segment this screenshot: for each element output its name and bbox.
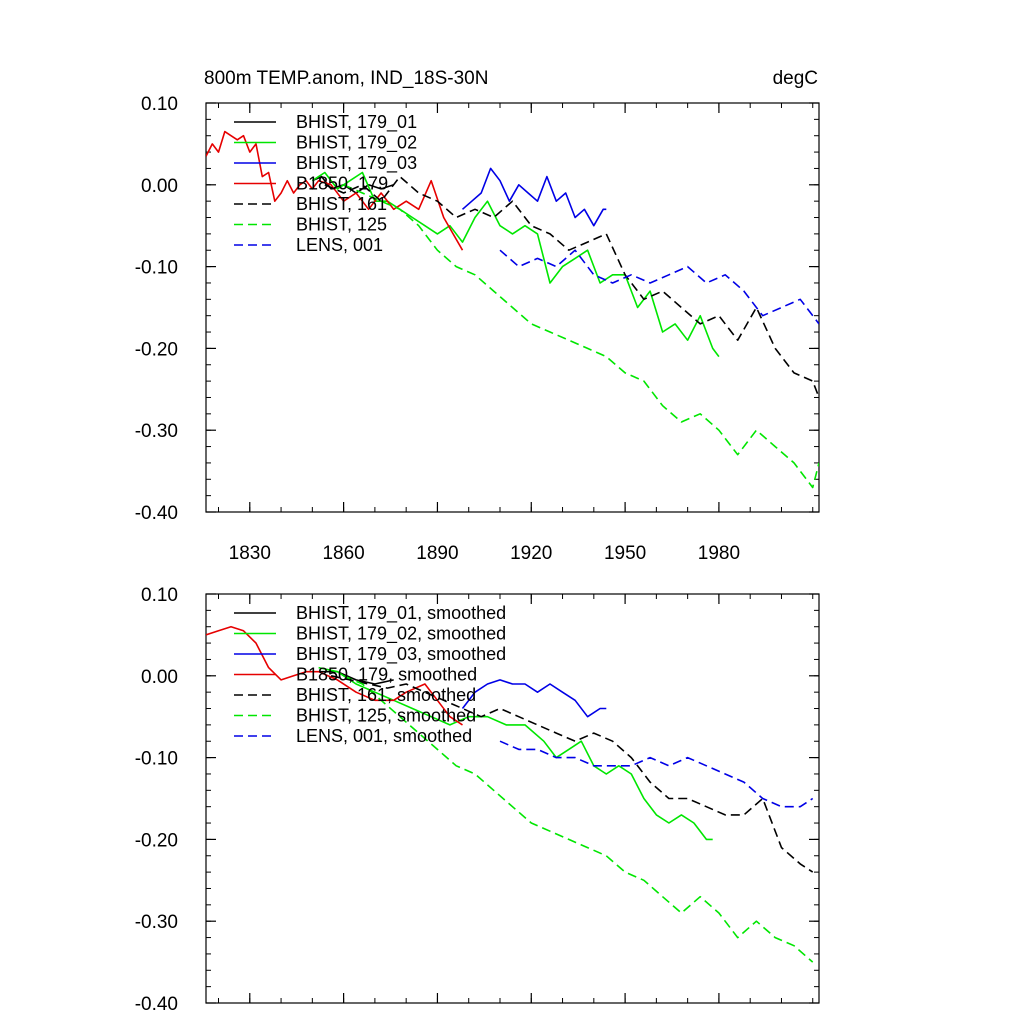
y-tick-label: -0.20 xyxy=(135,830,178,851)
legend-label: BHIST, 179_03 xyxy=(296,153,417,174)
legend-label: BHIST, 179_02 xyxy=(296,133,417,154)
y-tick-label: 0.10 xyxy=(141,94,178,115)
series-line-1 xyxy=(311,175,394,194)
series-line-5 xyxy=(330,675,814,873)
chart-panel-2: 0.10 0.00 -0.10 -0.20 -0.30 -0.40 BHIST, 179_0… xyxy=(135,585,820,1015)
legend-label: BHIST, 125, smoothed xyxy=(296,706,476,726)
x-tick-label: 1890 xyxy=(416,543,458,564)
series-line-3 xyxy=(461,679,607,718)
y-tick-label: -0.40 xyxy=(135,503,178,524)
plot-frame xyxy=(205,593,820,1004)
legend-label: B1850, 179 xyxy=(296,174,388,194)
legend-label: BHIST, 161, smoothed xyxy=(296,685,476,705)
x-tick-label: 1950 xyxy=(604,543,646,564)
legend-label: LENS, 001, smoothed xyxy=(296,726,472,746)
series-group xyxy=(206,130,819,489)
series-line-6 xyxy=(343,675,814,963)
legend-label: BHIST, 179_03, smoothed xyxy=(296,644,506,665)
series-line-5 xyxy=(324,175,819,398)
x-tick-label: 1980 xyxy=(698,543,740,564)
legend-label: LENS, 001 xyxy=(296,235,383,255)
series-line-3 xyxy=(461,167,607,227)
legend-label: B1850, 179, smoothed xyxy=(296,665,477,685)
chart-title: 800m TEMP.anom, IND_18S-30N xyxy=(204,68,488,89)
series-line-7 xyxy=(499,249,819,325)
legend-label: BHIST, 125 xyxy=(296,215,387,235)
y-tick-label: -0.10 xyxy=(135,258,178,279)
y-tick-label: -0.30 xyxy=(135,421,178,442)
y-tick-label: -0.40 xyxy=(135,994,178,1015)
legend-label: BHIST, 179_01 xyxy=(296,112,417,133)
series-line-4 xyxy=(206,130,464,251)
y-tick-label: -0.30 xyxy=(135,912,178,933)
y-tick-label: 0.00 xyxy=(141,667,178,688)
series-line-2 xyxy=(311,171,720,358)
y-tick-label: 0.00 xyxy=(141,176,178,197)
series-line-4 xyxy=(206,625,463,726)
y-tick-label: -0.20 xyxy=(135,339,178,360)
x-tick-label: 1920 xyxy=(510,543,552,564)
units-label: degC xyxy=(773,68,818,89)
series-group xyxy=(206,625,814,963)
x-tick-label: 1860 xyxy=(322,543,364,564)
plot-frame xyxy=(205,102,820,513)
x-tick-label: 1830 xyxy=(229,543,271,564)
series-line-7 xyxy=(499,740,814,808)
y-tick-label: 0.10 xyxy=(141,585,178,606)
series-line-1 xyxy=(318,670,394,685)
legend-label: BHIST, 161 xyxy=(296,194,387,214)
y-tick-label: -0.10 xyxy=(135,749,178,770)
chart-panel-1: 0.10 0.00 -0.10 -0.20 -0.30 -0.40 1830 1860 1890… xyxy=(135,68,820,564)
series-line-6 xyxy=(343,184,819,489)
legend-label: BHIST, 179_02, smoothed xyxy=(296,624,506,645)
legend-label: BHIST, 179_01, smoothed xyxy=(296,603,506,624)
